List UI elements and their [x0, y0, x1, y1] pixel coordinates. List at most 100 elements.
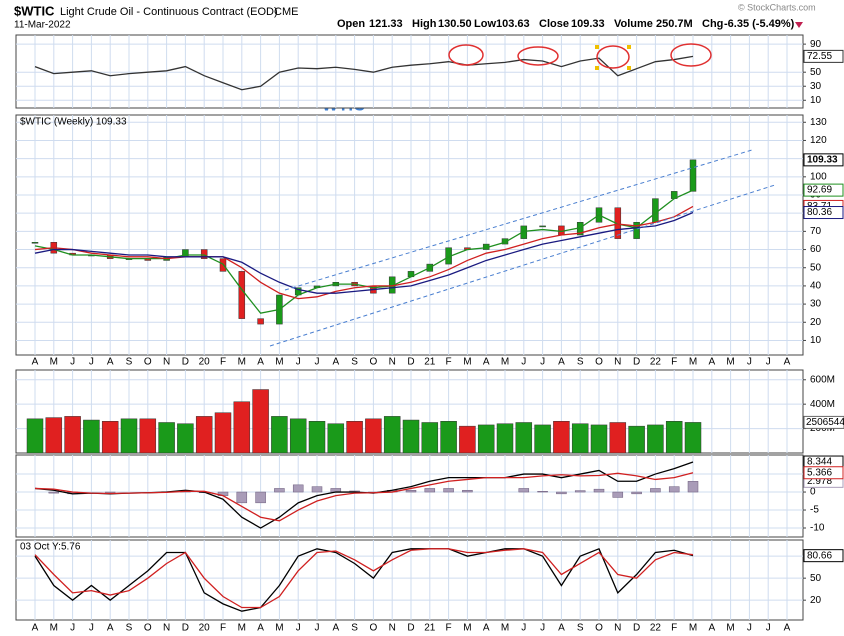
- x-tick-label: D: [182, 357, 189, 368]
- volume-bar: [271, 416, 288, 454]
- x-tick-label: A: [257, 357, 264, 368]
- x-tick-label: O: [595, 357, 603, 368]
- stat-value: 103.63: [496, 18, 530, 30]
- volume-bar: [346, 421, 363, 454]
- x-tick-label: A: [558, 623, 565, 634]
- x-tick-label: M: [238, 623, 246, 634]
- stat-label: Chg: [702, 18, 723, 30]
- x-tick-label: M: [50, 623, 58, 634]
- volume-bar: [684, 422, 702, 454]
- x-tick-label: J: [70, 357, 75, 368]
- histogram-bar: [292, 484, 304, 493]
- histogram-bar: [668, 486, 680, 493]
- x-tick-label: O: [144, 623, 152, 634]
- volume-bar: [628, 425, 645, 454]
- x-tick-label: D: [407, 357, 414, 368]
- x-tick-label: S: [577, 623, 584, 634]
- x-tick-label: J: [70, 623, 75, 634]
- series-line: [34, 55, 694, 91]
- x-tick-label: J: [521, 357, 526, 368]
- x-tick-label: M: [689, 357, 697, 368]
- stat-label: High: [412, 18, 437, 30]
- histogram-bar: [424, 488, 436, 493]
- x-tick-label: O: [370, 623, 378, 634]
- histogram-bar: [556, 491, 567, 495]
- tag-box: [803, 415, 844, 429]
- y-tick-label: 120: [810, 135, 827, 146]
- x-tick-label: J: [89, 357, 94, 368]
- x-tick-label: O: [595, 623, 603, 634]
- last-value-label: 109.33: [807, 154, 838, 165]
- x-tick-label: F: [446, 623, 452, 634]
- volume-bar: [421, 422, 439, 454]
- x-tick-label: N: [389, 623, 396, 634]
- candle: [539, 225, 546, 228]
- x-tick-label: D: [182, 623, 189, 634]
- x-tick-label: A: [107, 623, 114, 634]
- histogram-bar: [48, 491, 60, 494]
- stat-value: 121.33: [369, 18, 403, 30]
- panel: [15, 114, 804, 356]
- date: 11-Mar-2022: [14, 20, 71, 31]
- x-tick-label: A: [332, 623, 339, 634]
- y-tick-label: 30: [810, 299, 822, 310]
- y-tick-label: 30: [810, 81, 822, 92]
- panel: [15, 539, 804, 621]
- volume-bar: [477, 424, 495, 454]
- x-tick-label: A: [32, 623, 39, 634]
- x-tick-label: M: [275, 357, 283, 368]
- x-tick-label: J: [315, 623, 320, 634]
- x-tick-label: M: [275, 623, 283, 634]
- y-tick-label: 100: [810, 171, 827, 182]
- x-tick-label: N: [389, 357, 396, 368]
- x-tick-label: N: [614, 357, 621, 368]
- x-tick-label: A: [107, 357, 114, 368]
- x-tick-label: O: [370, 357, 378, 368]
- x-tick-label: M: [501, 623, 509, 634]
- x-tick-label: M: [463, 357, 471, 368]
- histogram-bar: [405, 489, 417, 493]
- x-tick-label: A: [784, 357, 791, 368]
- stat-value: -6.35 (-5.49%): [724, 18, 795, 30]
- candle: [257, 318, 264, 325]
- last-value-label: 92.69: [807, 185, 832, 196]
- volume-bar: [515, 422, 533, 454]
- volume-bar: [402, 419, 420, 454]
- tag-box: [803, 549, 844, 563]
- x-tick-label: S: [351, 357, 358, 368]
- y-tick-label: 130: [810, 117, 827, 128]
- stat-value: 130.50: [438, 18, 472, 30]
- x-tick-label: F: [220, 357, 226, 368]
- x-tick-label: F: [220, 623, 226, 634]
- histogram-bar: [593, 488, 605, 493]
- last-value-label: 80.36: [807, 207, 832, 218]
- volume-bar: [195, 416, 213, 454]
- histogram-bar: [518, 488, 530, 493]
- x-tick-label: S: [351, 623, 358, 634]
- x-tick-label: D: [407, 623, 414, 634]
- volume-bar: [665, 421, 683, 454]
- series-line: [34, 547, 694, 612]
- candle: [238, 271, 246, 319]
- series-line: [34, 211, 694, 294]
- x-tick-label: J: [766, 623, 771, 634]
- histogram-bar: [537, 491, 548, 493]
- channel-lower: [269, 184, 776, 347]
- tag-box: [803, 206, 844, 220]
- stat-label: Close: [539, 18, 569, 30]
- volume-bar: [214, 412, 232, 454]
- y-tick-label: 20: [810, 595, 822, 606]
- symbol: $WTIC: [14, 3, 55, 18]
- histogram-bar: [311, 486, 323, 493]
- x-tick-label: N: [163, 357, 170, 368]
- y-tick-label: 50: [810, 573, 822, 584]
- y-tick-label: 50: [810, 262, 822, 273]
- histogram-bar: [612, 491, 624, 498]
- stats: Open 121.33 High 130.50 Low 103.63 Close 109.33…: [337, 18, 795, 30]
- volume-bar: [252, 389, 269, 454]
- x-tick-label: J: [89, 623, 94, 634]
- down-arrow: [795, 22, 803, 28]
- x-tick-label: D: [633, 623, 640, 634]
- histogram-bar: [274, 488, 285, 493]
